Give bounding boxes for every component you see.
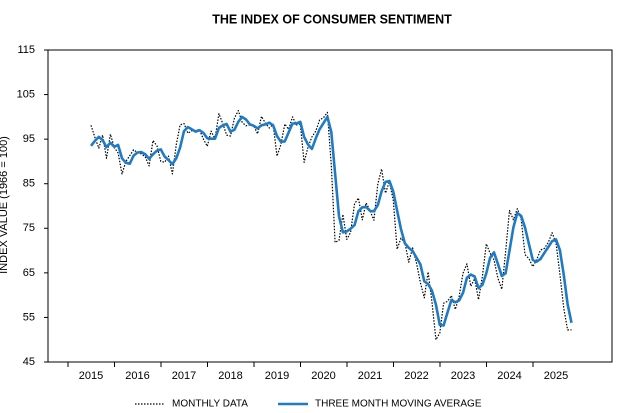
series-line [89, 115, 573, 327]
x-tick-label: 2024 [497, 370, 521, 382]
x-tick-label: 2025 [544, 370, 568, 382]
x-tick-label: 2021 [358, 370, 382, 382]
plot-frame [47, 49, 613, 363]
x-tick-label: 2019 [265, 370, 289, 382]
y-tick-label: 45 [23, 356, 35, 368]
x-tick-label: 2015 [79, 370, 103, 382]
y-tick-label: 105 [17, 88, 35, 100]
y-tick-label: 65 [23, 267, 35, 279]
y-tick-label: 95 [23, 133, 35, 145]
x-tick-label: 2023 [451, 370, 475, 382]
y-axis-label: INDEX VALUE (1966 = 100) [0, 136, 10, 274]
x-tick-label: 2022 [404, 370, 428, 382]
x-tick-label: 2016 [125, 370, 149, 382]
y-tick-label: 115 [17, 44, 35, 56]
x-tick-label: 2020 [311, 370, 335, 382]
chart-title: THE INDEX OF CONSUMER SENTIMENT [212, 12, 452, 26]
y-tick-label: 55 [23, 311, 35, 323]
x-tick-label: 2018 [218, 370, 242, 382]
y-tick-label: 85 [23, 178, 35, 190]
legend-label: MONTHLY DATA [172, 399, 248, 410]
y-tick-label: 75 [23, 222, 35, 234]
series-line [90, 110, 572, 341]
legend-label: THREE MONTH MOVING AVERAGE [315, 399, 482, 410]
x-tick-label: 2017 [172, 370, 196, 382]
